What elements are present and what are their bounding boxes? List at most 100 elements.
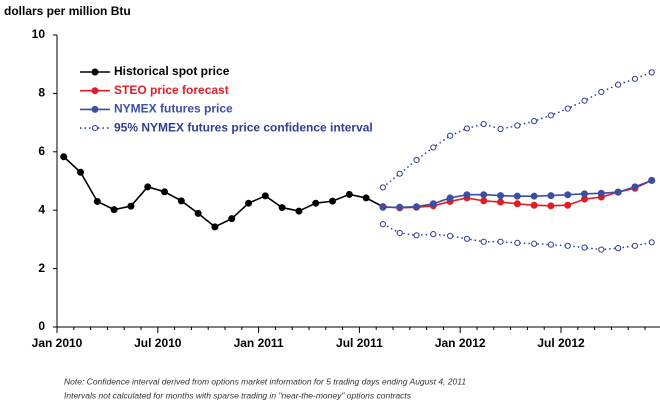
y-axis-label: dollars per million Btu [4,4,131,18]
series-point [531,118,538,125]
x-tick-label: Jan 2012 [435,336,486,350]
note: Note: Confidence interval derived from o… [64,376,466,386]
series-point [144,183,152,191]
series-point [379,221,387,228]
series-point [648,239,655,246]
series-point [513,192,521,200]
series-point [379,203,387,211]
series-point [547,202,555,210]
series-point [648,176,656,184]
series-point [631,75,639,82]
series-point [362,194,370,202]
series-point [598,246,605,253]
series-point [615,245,622,252]
series-point [261,192,269,200]
series-point [77,168,85,176]
series-point [93,197,101,205]
series-point [447,132,454,139]
legend-label: Historical spot price [114,64,230,78]
series-point [597,189,605,197]
series-point [547,241,555,248]
series-point [564,242,571,249]
note: Intervals not calculated for months with… [64,390,412,400]
legend-marker [91,87,99,95]
series-point [345,190,353,198]
legend-label: 95% NYMEX futures price confidence inter… [114,120,373,134]
legend-marker [91,125,99,132]
x-tick-label: Jul 2010 [134,336,182,350]
x-tick-label: Jul 2011 [336,336,383,350]
series-point [648,69,655,76]
series-point [497,125,504,133]
series-point [430,144,437,151]
series-point [396,203,404,211]
series-point [581,97,588,104]
series-point [127,202,135,210]
series-point [480,120,487,128]
series-point [631,242,639,249]
series-point [480,238,487,245]
series-point [413,203,421,211]
series-point [514,239,521,247]
y-tick-label: 0 [38,319,45,333]
series-point [278,204,286,212]
y-tick-label: 6 [38,144,45,158]
series-point [564,191,572,199]
x-tick-label: Jan 2011 [234,336,284,350]
series-point [379,184,387,191]
series-point [513,200,521,208]
series-point [564,105,571,112]
x-tick-label: Jul 2012 [537,336,585,350]
series-point [413,156,420,164]
series-point [60,153,68,161]
series-point [497,192,505,200]
y-tick-label: 2 [38,261,45,275]
series-point [245,199,253,207]
series-point [614,188,622,196]
y-tick-label: 10 [32,27,46,41]
series-line [382,71,652,189]
y-tick-label: 4 [38,202,45,216]
series-point [615,81,622,88]
series-point [547,112,555,119]
series-point [480,191,488,199]
series-line [63,156,384,228]
series-point [312,199,320,207]
series-point [497,238,504,245]
x-tick-label: Jan 2010 [32,336,83,350]
series-point [430,231,437,238]
series-point [295,207,303,215]
series-point [161,188,169,196]
legend-marker [91,68,99,76]
legend-marker [91,105,99,113]
series-point [530,201,538,209]
series-point [429,200,437,208]
legend-label: NYMEX futures price [114,102,233,116]
series-point [413,232,420,239]
series-point [447,232,454,239]
series-point [530,192,538,200]
series-point [480,197,488,205]
series-point [631,183,639,191]
series-point [228,215,236,223]
series-point [514,122,521,129]
legend-label: STEO price forecast [114,83,229,97]
series-point [497,198,505,206]
series-point [329,197,337,205]
series-point [547,192,555,200]
series-point [396,229,403,237]
series-point [531,240,538,247]
series-point [177,197,185,205]
series-point [194,209,202,217]
series-point [396,170,403,177]
series-point [110,206,118,214]
series-point [581,190,589,198]
y-tick-label: 8 [38,86,45,100]
series-point [564,201,572,209]
series-point [463,235,471,242]
series-point [211,223,219,231]
series-point [463,191,471,199]
series-point [581,244,588,251]
